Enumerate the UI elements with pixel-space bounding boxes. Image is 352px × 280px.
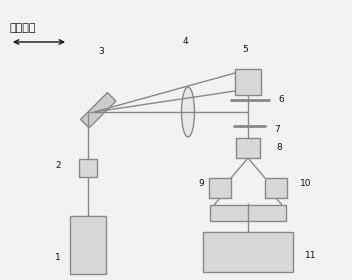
Bar bbox=[203, 232, 293, 272]
Text: 10: 10 bbox=[300, 179, 312, 188]
Bar bbox=[265, 178, 287, 198]
Ellipse shape bbox=[182, 87, 195, 137]
Text: 1: 1 bbox=[55, 253, 61, 263]
Bar bbox=[209, 178, 231, 198]
Bar bbox=[235, 69, 261, 95]
Text: 6: 6 bbox=[278, 95, 284, 104]
Text: 前后移动: 前后移动 bbox=[10, 23, 37, 33]
Bar bbox=[79, 159, 97, 177]
Bar bbox=[70, 216, 106, 274]
Bar bbox=[236, 138, 260, 158]
Bar bbox=[210, 205, 286, 221]
Text: 2: 2 bbox=[55, 160, 61, 169]
Text: 5: 5 bbox=[242, 45, 248, 55]
Text: 11: 11 bbox=[305, 251, 316, 260]
Text: 4: 4 bbox=[183, 38, 189, 46]
Text: 7: 7 bbox=[274, 125, 280, 134]
Text: 3: 3 bbox=[98, 48, 104, 57]
Polygon shape bbox=[81, 93, 116, 128]
Text: 8: 8 bbox=[276, 143, 282, 153]
Text: 9: 9 bbox=[198, 179, 204, 188]
